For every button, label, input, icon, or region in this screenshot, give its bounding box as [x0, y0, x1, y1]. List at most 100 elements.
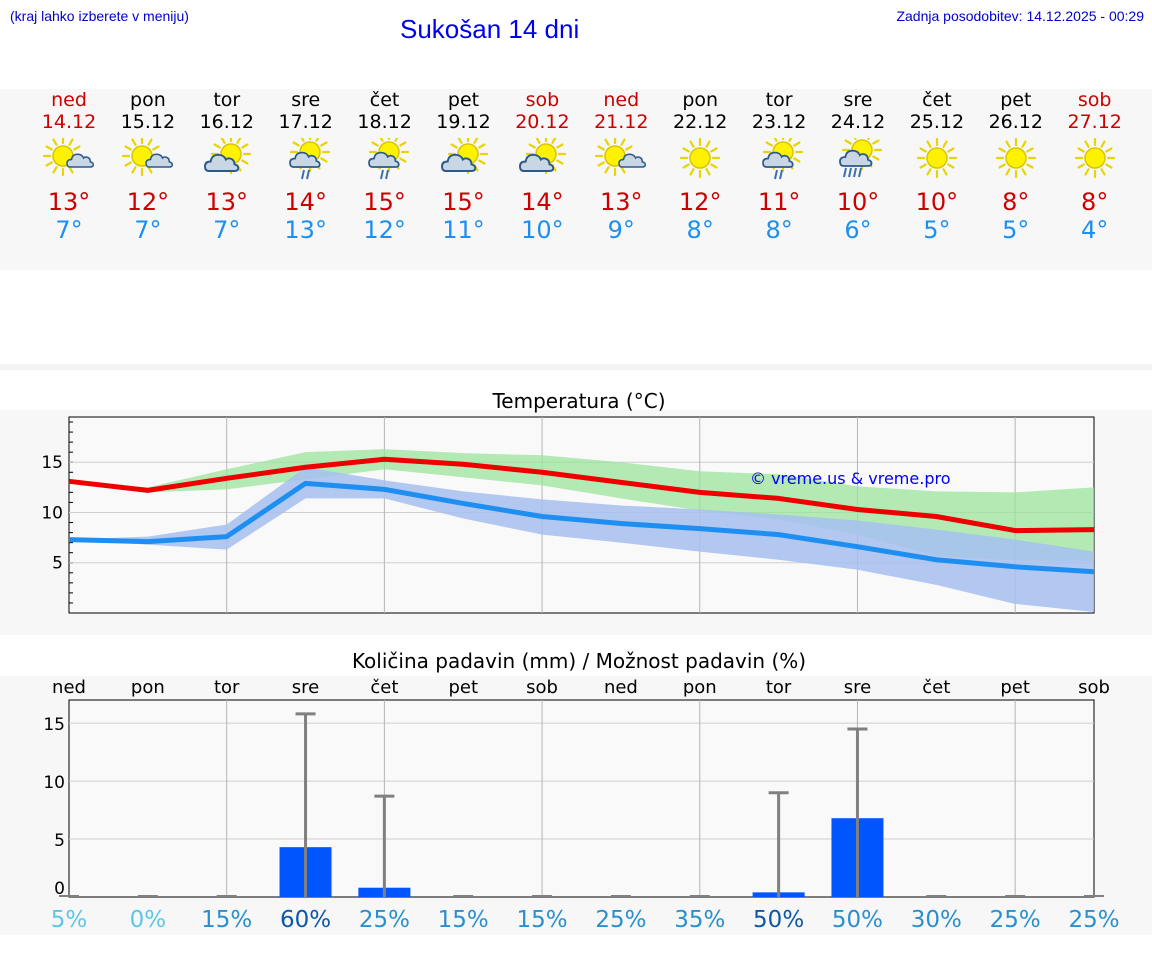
min-temp: 5° — [1002, 216, 1030, 244]
day-forecast: tor 23.12 11° 8° — [739, 89, 819, 244]
sun-cloud-icon — [121, 138, 173, 177]
day-date: 14.12 — [41, 111, 97, 133]
max-temp: 14° — [521, 188, 564, 216]
precip-probability: 50% — [832, 907, 883, 933]
page-title: Sukošan 14 dni — [400, 14, 580, 44]
precip-probability: 0% — [130, 907, 167, 933]
day-name: pet — [1000, 89, 1032, 111]
precip-probability: 25% — [990, 907, 1041, 933]
max-temp: 11° — [757, 188, 801, 216]
precip-probability: 5% — [51, 907, 88, 933]
cloud-sun-icon — [203, 138, 251, 175]
sun-icon — [995, 138, 1036, 179]
x-day-label: sob — [1078, 677, 1110, 698]
sun-cloud-rain-icon — [288, 138, 330, 180]
day-name: sre — [291, 89, 321, 111]
day-name: ned — [51, 89, 87, 111]
precip-probability: 50% — [753, 907, 804, 933]
precip-probability: 15% — [438, 907, 489, 933]
x-day-label: sre — [844, 677, 871, 698]
day-date: 26.12 — [988, 111, 1043, 133]
x-day-label: tor — [766, 677, 792, 698]
max-temp: 8° — [1002, 188, 1030, 216]
max-temp: 10° — [836, 188, 880, 216]
y-tick-label: 10 — [41, 503, 63, 523]
day-date: 15.12 — [120, 111, 176, 133]
day-name: čet — [922, 89, 952, 111]
x-day-label: pon — [683, 677, 717, 698]
day-name: sob — [1077, 89, 1112, 111]
x-day-label: čet — [370, 677, 398, 698]
chart-title: Količina padavin (mm) / Možnost padavin … — [352, 649, 806, 673]
day-forecast: sre 24.12 10° 6° — [818, 89, 898, 244]
min-temp: 7° — [55, 216, 83, 244]
day-name: sre — [843, 89, 873, 111]
day-name: čet — [369, 89, 400, 111]
day-forecast: ned 21.12 13° 9° — [581, 89, 661, 244]
day-date: 27.12 — [1067, 111, 1122, 133]
precip-probability: 35% — [674, 907, 725, 933]
min-temp: 12° — [363, 216, 406, 244]
min-temp: 8° — [686, 216, 714, 244]
day-date: 25.12 — [909, 111, 965, 133]
x-day-label: ned — [604, 677, 638, 698]
day-forecast: čet 25.12 10° 5° — [897, 89, 977, 244]
sun-cloud-rain-icon — [367, 138, 409, 180]
sun-cloud-icon — [595, 138, 647, 177]
max-temp: 13° — [205, 188, 249, 216]
day-date: 24.12 — [830, 111, 886, 133]
day-date: 20.12 — [515, 111, 570, 133]
day-date: 16.12 — [199, 111, 254, 133]
day-forecast: čet 18.12 15° 12° — [345, 89, 425, 244]
sun-icon — [680, 138, 721, 179]
x-day-label: sob — [526, 677, 558, 698]
day-forecast: pon 15.12 12° 7° — [108, 89, 188, 244]
plot-area — [68, 699, 1095, 898]
y-tick-label: 5 — [52, 554, 63, 574]
min-temp: 4° — [1081, 216, 1109, 244]
x-day-label: tor — [214, 677, 240, 698]
precip-probability: 25% — [1068, 907, 1119, 933]
cloud-sun-icon — [519, 138, 567, 175]
max-temp: 8° — [1081, 188, 1109, 216]
last-updated: Zadnja posodobitev: 14.12.2025 - 00:29 — [896, 8, 1144, 24]
x-day-label: sre — [292, 677, 319, 698]
y-tick-label: 5 — [54, 831, 65, 851]
precip-probability: 60% — [280, 907, 331, 933]
day-name: tor — [213, 89, 241, 111]
min-temp: 6° — [844, 216, 872, 244]
day-forecast: ned 14.12 13° 7° — [29, 89, 109, 244]
sun-cloud-icon — [43, 138, 95, 177]
day-name: ned — [603, 89, 640, 111]
temperature-chart: Temperatura (°C) 5 10 15 © vreme.us & vreme.… — [41, 389, 1095, 614]
watermark: © vreme.us & vreme.pro — [750, 469, 951, 488]
max-temp: 12° — [126, 188, 170, 216]
max-temp: 14° — [284, 188, 327, 216]
day-date: 22.12 — [672, 111, 728, 133]
y-tick-label: 0 — [54, 879, 65, 899]
precip-probability: 15% — [201, 907, 252, 933]
day-date: 18.12 — [357, 111, 412, 133]
max-temp: 15° — [363, 188, 406, 216]
day-forecast: pet 19.12 15° 11° — [424, 89, 504, 244]
divider — [0, 364, 1152, 370]
y-tick-label: 10 — [43, 773, 65, 793]
sun-cloud-rain-icon — [762, 138, 804, 180]
x-day-label: čet — [922, 677, 950, 698]
day-date: 19.12 — [436, 111, 491, 133]
max-temp-line — [68, 456, 1095, 534]
day-date: 21.12 — [594, 111, 649, 133]
day-name: sob — [525, 89, 560, 111]
min-temp-line — [68, 480, 1095, 575]
forecast-strip — [0, 89, 1152, 270]
precip-probability: 25% — [359, 907, 410, 933]
y-tick-label: 15 — [43, 715, 65, 735]
day-name: pet — [447, 89, 480, 111]
location-hint: (kraj lahko izberete v meniju) — [10, 8, 189, 24]
precip-probability: 15% — [517, 907, 568, 933]
x-day-label: pet — [448, 677, 478, 698]
x-day-label: ned — [52, 677, 86, 698]
max-temp: 10° — [915, 188, 959, 216]
day-forecast: sob 27.12 8° 4° — [1055, 89, 1135, 244]
day-date: 17.12 — [278, 111, 333, 133]
